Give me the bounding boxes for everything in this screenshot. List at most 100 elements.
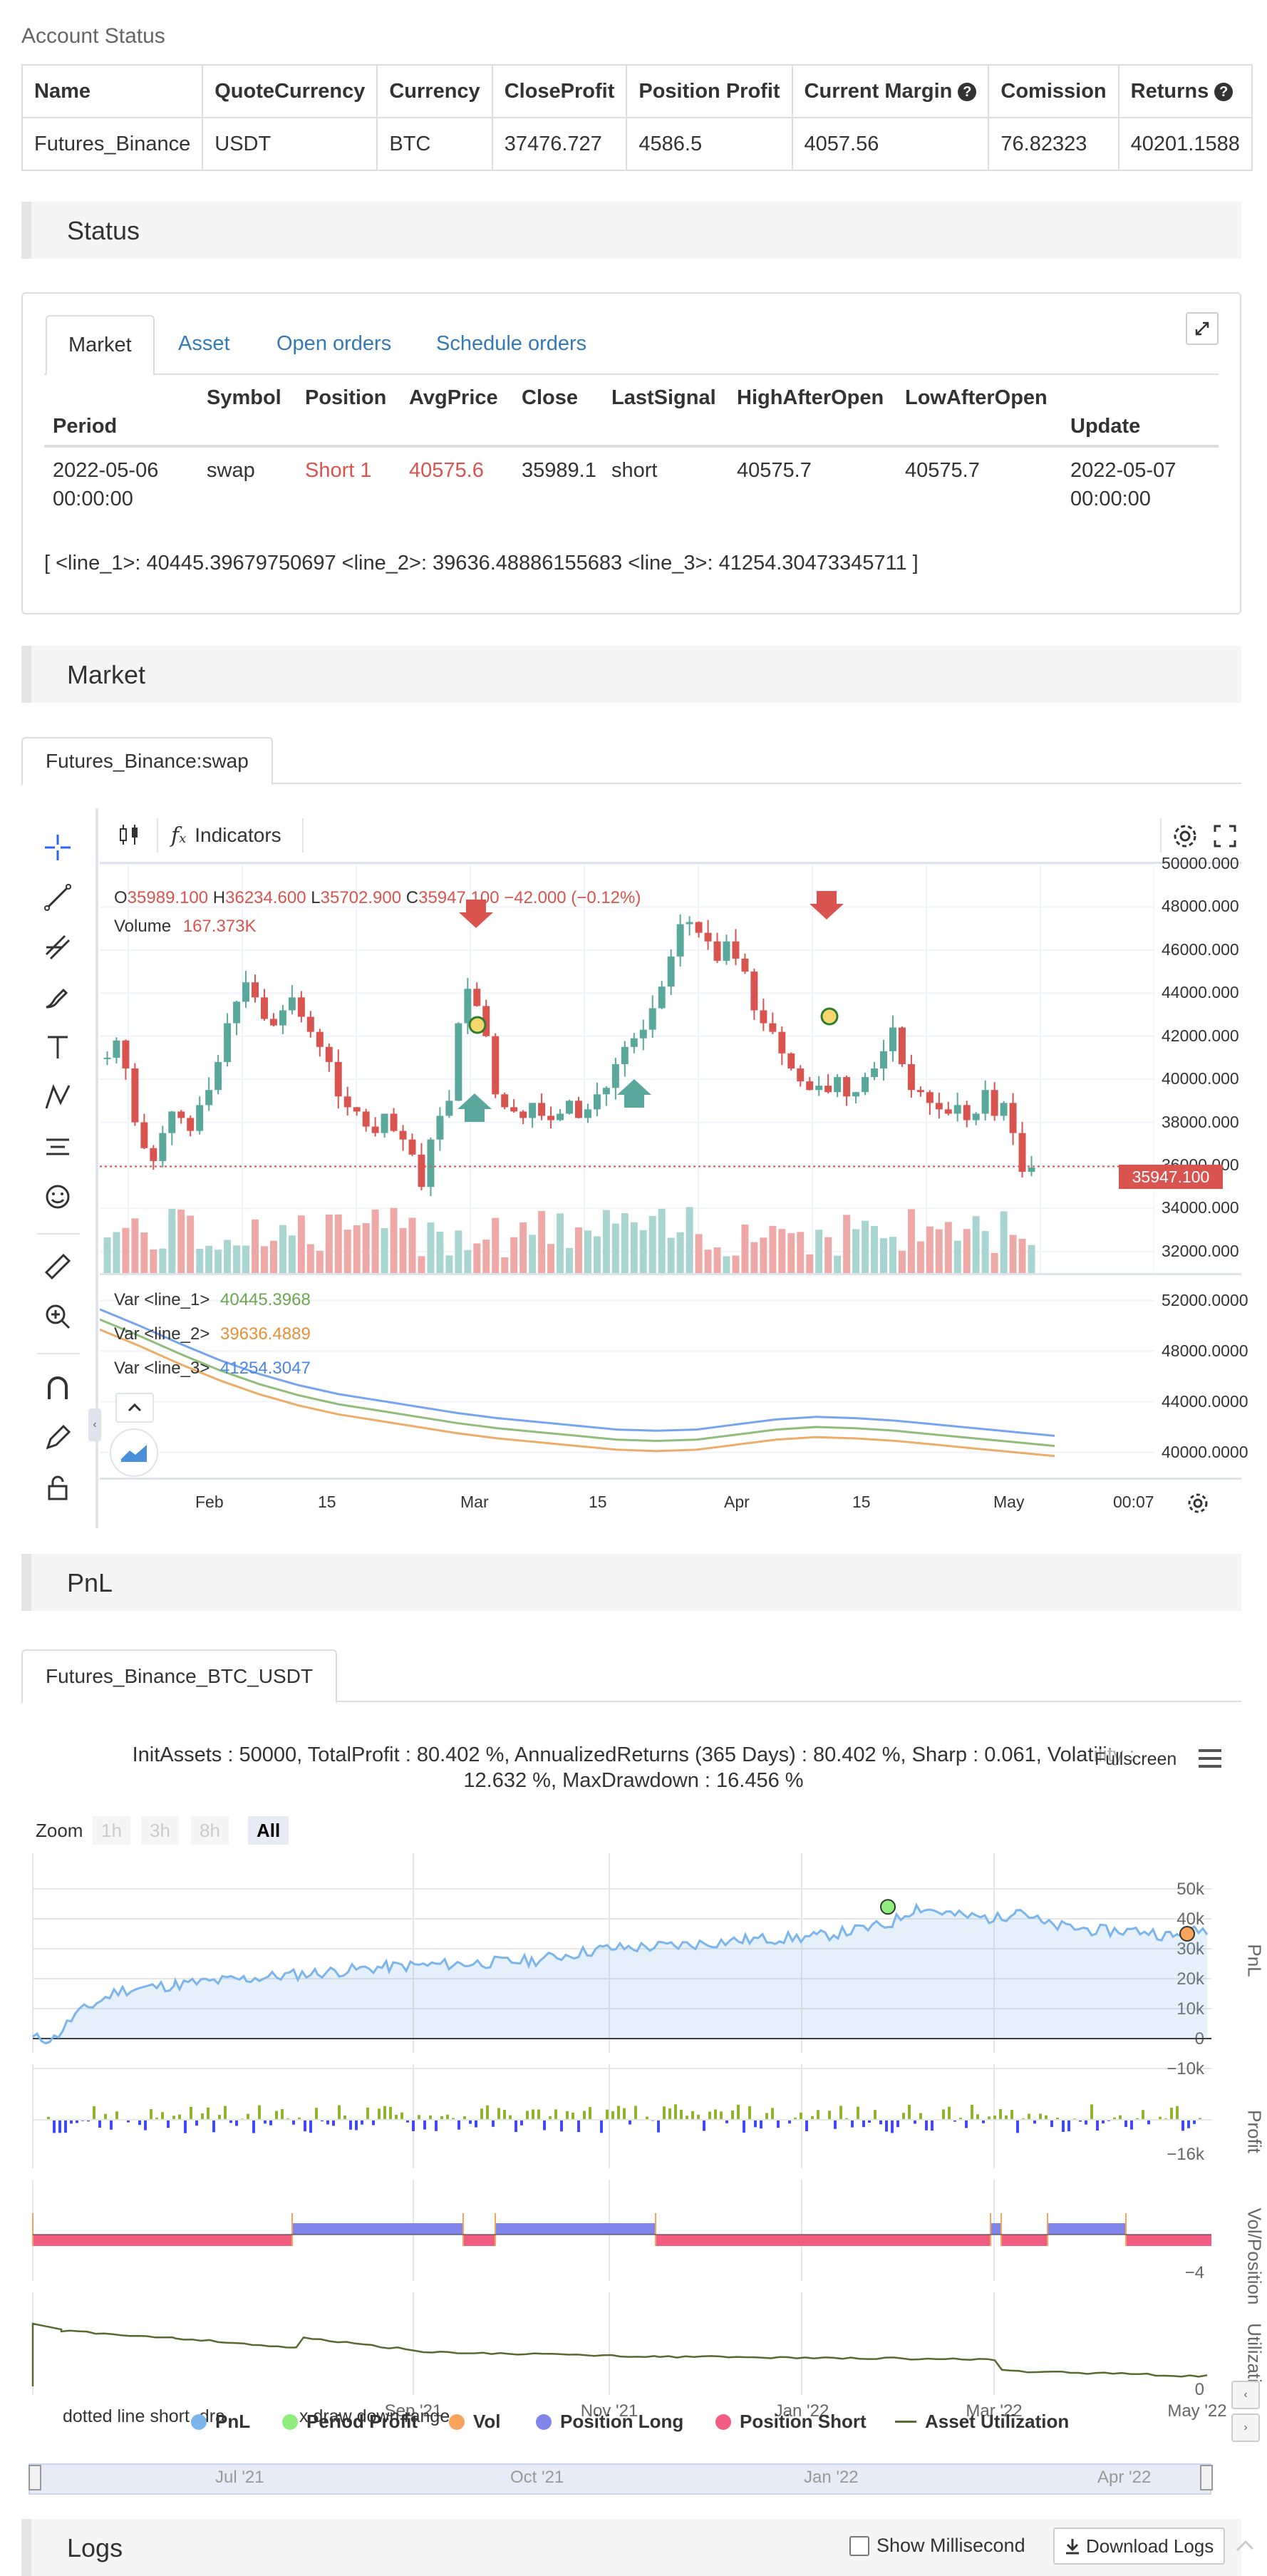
candle [501, 1094, 509, 1108]
legend-pnl[interactable]: PnL [191, 2411, 250, 2433]
legend-asset-utilization[interactable]: Asset Utilization [895, 2411, 1069, 2433]
indicators-button[interactable]: fx Indicators [171, 823, 281, 848]
candles-icon[interactable] [113, 818, 145, 851]
scroll-up-icon[interactable]: ‹ [1231, 2381, 1260, 2409]
fullscreen-icon[interactable] [1209, 820, 1241, 852]
volume-bar [667, 1237, 675, 1273]
expand-icon[interactable] [1186, 312, 1219, 345]
volume-bar [926, 1226, 934, 1273]
volume-bar [574, 1227, 582, 1273]
profit-bar [988, 2116, 991, 2121]
menu-icon[interactable] [1197, 1748, 1223, 1769]
volume-bar [343, 1230, 351, 1273]
tab-schedule-orders[interactable]: Schedule orders [436, 332, 587, 355]
profit-bar [400, 2112, 403, 2121]
price-chart[interactable] [100, 864, 1154, 1273]
legend-position-short[interactable]: Position Short [715, 2411, 867, 2433]
volume-bar [113, 1232, 120, 1273]
legend-vol[interactable]: Vol [449, 2411, 501, 2433]
tab-market[interactable]: Market [46, 315, 155, 376]
measure-range-icon[interactable] [41, 1130, 74, 1163]
candle [150, 1148, 157, 1161]
candle [602, 1088, 610, 1095]
zoom-all-button[interactable]: All [248, 1816, 289, 1845]
pattern-icon[interactable] [41, 1081, 74, 1113]
profit-bar [971, 2104, 973, 2121]
trend-line-icon[interactable] [41, 881, 74, 914]
price-axis[interactable]: 50000.000 48000.000 46000.000 44000.000 4200… [1154, 854, 1241, 1273]
lock-pencil-icon[interactable] [41, 1421, 74, 1454]
tab-asset[interactable]: Asset [178, 332, 230, 355]
tv-logo-icon[interactable] [110, 1428, 158, 1477]
help-icon[interactable]: ? [958, 82, 977, 101]
collapse-icon[interactable] [115, 1393, 154, 1423]
volume-bar [797, 1232, 805, 1273]
collapse-section-icon[interactable] [1233, 2533, 1257, 2557]
x-tick: May '22 [1167, 2401, 1226, 2421]
profit-bar [777, 2120, 780, 2128]
candle [713, 941, 721, 961]
help-icon[interactable]: ? [1214, 82, 1234, 101]
candle [455, 1023, 462, 1101]
position-short-bar [33, 2235, 292, 2246]
profit-bar [235, 2120, 238, 2126]
chevron-left-icon[interactable]: ‹ [88, 1408, 101, 1441]
download-logs-button[interactable]: Download Logs [1053, 2528, 1226, 2565]
indicator-axis[interactable]: 52000.0000 48000.0000 44000.0000 40000.0000 [1154, 1275, 1248, 1478]
profit-bar [1124, 2120, 1127, 2128]
profit-bar [1193, 2120, 1196, 2124]
profit-bar [902, 2113, 905, 2121]
tab-futures-btc-usdt[interactable]: Futures_Binance_BTC_USDT [21, 1649, 338, 1704]
navigator[interactable] [29, 2463, 1211, 2495]
brush-icon[interactable] [41, 981, 74, 1014]
crosshair-icon[interactable] [41, 831, 74, 864]
navigator-handle-right[interactable] [1200, 2465, 1213, 2490]
profit-bar [577, 2120, 580, 2133]
tab-open-orders[interactable]: Open orders [276, 332, 392, 355]
navigator-handle-left[interactable] [29, 2465, 41, 2490]
time-axis[interactable]: Feb 15 Mar 15 Apr 15 May 00:07 [100, 1480, 1154, 1528]
volume-bar [621, 1212, 629, 1273]
volume-bar [547, 1244, 555, 1273]
tab-futures-swap[interactable]: Futures_Binance:swap [21, 737, 273, 785]
show-ms-checkbox[interactable] [849, 2535, 869, 2556]
axis-settings-icon[interactable] [1181, 1487, 1214, 1520]
col-quotecurrency: QuoteCurrency [202, 64, 378, 118]
profit-bar [1056, 2117, 1059, 2121]
settings-gear-icon[interactable] [1169, 820, 1201, 852]
legend-position-long[interactable]: Position Long [536, 2411, 683, 2433]
profit-bar [275, 2111, 278, 2121]
volume-bar [676, 1232, 684, 1273]
zoom-8h-button[interactable]: 8h [191, 1816, 229, 1845]
lock-icon[interactable] [41, 1471, 74, 1504]
scroll-down-icon[interactable]: › [1231, 2413, 1260, 2442]
candle [371, 1126, 379, 1133]
profit-bar [554, 2109, 557, 2121]
show-ms-option[interactable]: Show Millisecond [849, 2535, 1025, 2557]
zoom-in-icon[interactable] [41, 1300, 74, 1333]
legend-period-profit[interactable]: Period Profit [282, 2411, 418, 2433]
volume-bar [196, 1249, 204, 1273]
candle [584, 1109, 591, 1118]
zoom-3h-button[interactable]: 3h [141, 1816, 179, 1845]
ruler-icon[interactable] [41, 1250, 74, 1283]
fib-icon[interactable] [41, 931, 74, 964]
profit-bar [343, 2115, 346, 2121]
emoji-icon[interactable] [41, 1180, 74, 1213]
profit-bar [566, 2111, 569, 2121]
x-tick: Nov '21 [581, 2401, 638, 2421]
profit-bar [874, 2110, 876, 2121]
profit-bar [731, 2111, 734, 2121]
position-short-bar [656, 2235, 991, 2246]
fullscreen-label[interactable]: Fullscreen [1095, 1749, 1177, 1770]
col-current-margin: Current Margin [804, 79, 953, 103]
text-icon[interactable] [41, 1031, 74, 1063]
time-tick: 00:07 [1113, 1493, 1154, 1511]
magnet-icon[interactable] [41, 1371, 74, 1404]
indicator-chart[interactable] [100, 1275, 1154, 1478]
zoom-1h-button[interactable]: 1h [93, 1816, 130, 1845]
profit-bar [999, 2108, 1002, 2121]
profit-bar [868, 2120, 871, 2123]
price-tick: 38000.000 [1162, 1112, 1239, 1131]
